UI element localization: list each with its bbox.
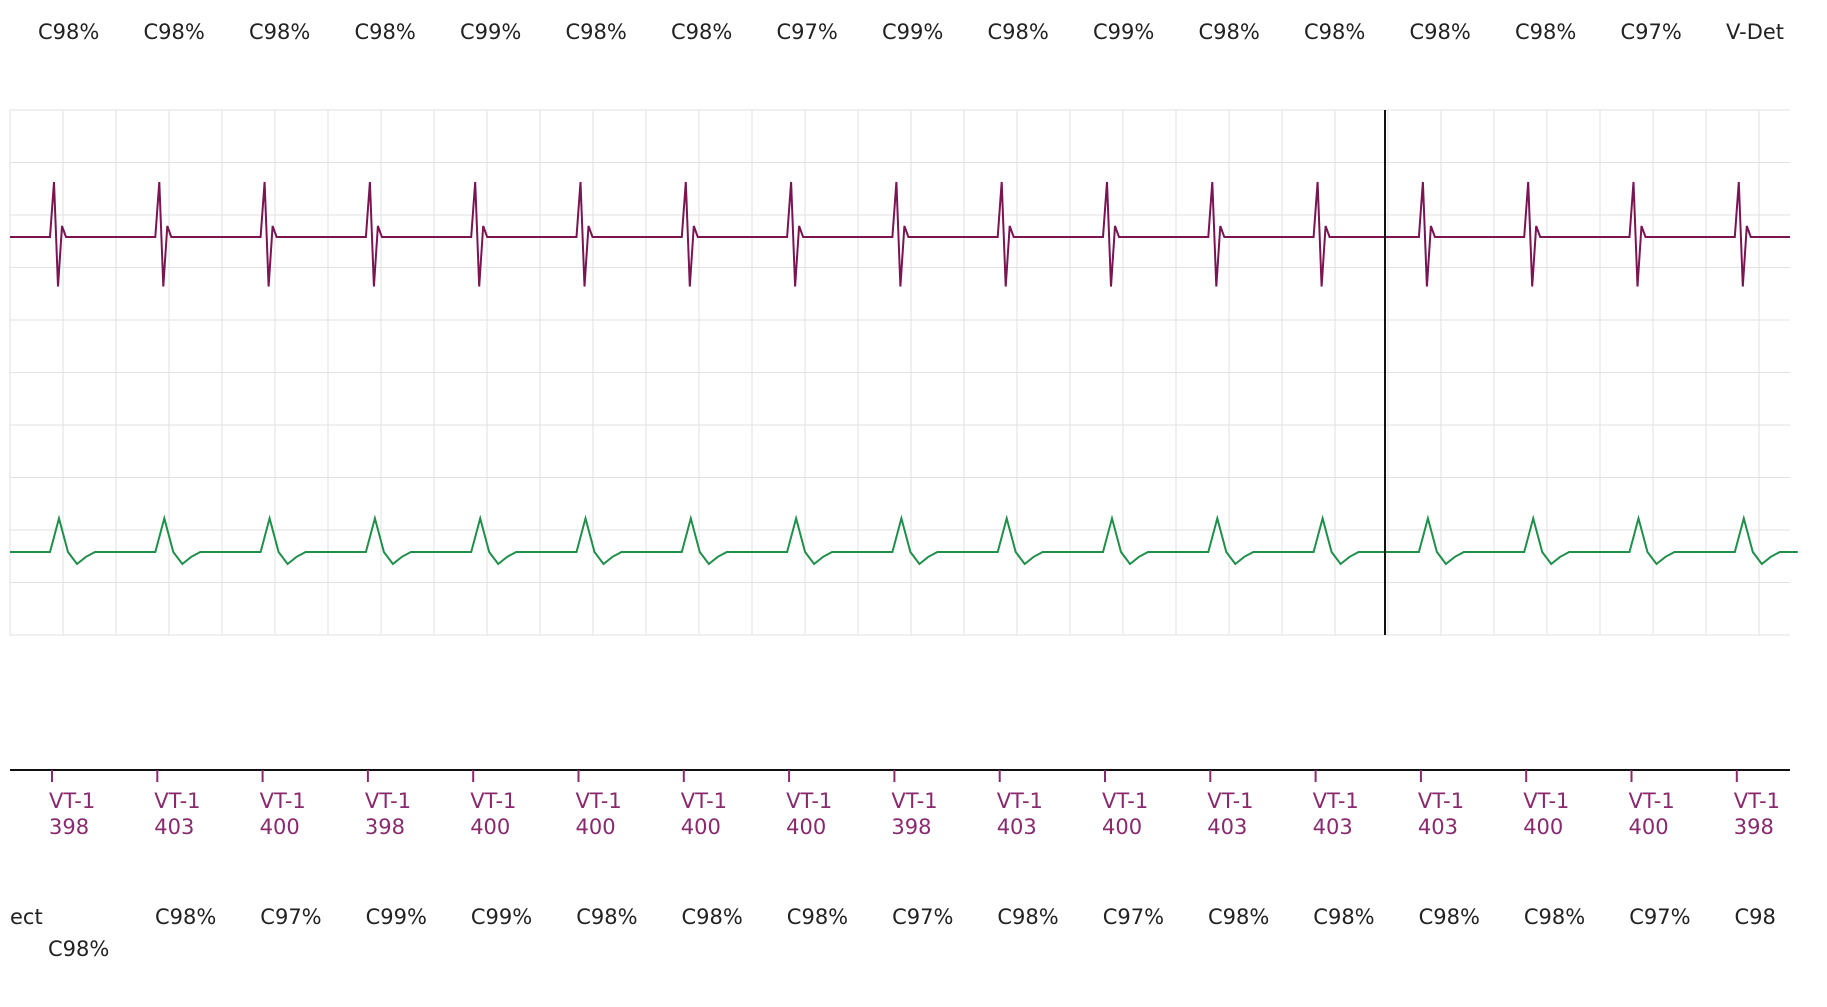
beat-interval-label: 403 [1207,815,1247,839]
lead-1-trace [10,181,1790,287]
top-annotation-label: C97% [1621,20,1682,44]
beat-interval-label: 400 [681,815,721,839]
top-annotation-label: C98% [1515,20,1576,44]
top-annotation-label: C98% [566,20,627,44]
bottom-annotation-label: C98% [997,905,1058,929]
beat-marker-label: VT-1 [1102,789,1148,813]
bottom-annotation-label: C99% [471,905,532,929]
marker-channel: VT-1398VT-1403VT-1400VT-1398VT-1400VT-14… [49,770,1780,839]
beat-interval-label: 403 [1418,815,1458,839]
beat-marker-label: VT-1 [1207,789,1253,813]
bottom-annotation-label: C98% [576,905,637,929]
bottom-annotation-label: C98% [682,905,743,929]
top-annotation-label: C98% [1410,20,1471,44]
ecg-traces [10,181,1798,566]
beat-interval-label: 400 [1523,815,1563,839]
beat-marker-label: VT-1 [49,789,95,813]
beat-marker-label: VT-1 [154,789,200,813]
bottom-annotation-label: C98% [1208,905,1269,929]
top-annotation-label: C98% [355,20,416,44]
bottom-annotation-label: C98% [787,905,848,929]
bottom-annotation-label: ect [10,905,43,929]
bottom-annotation-label: C97% [1103,905,1164,929]
top-annotation-label: C98% [144,20,205,44]
beat-interval-label: 400 [260,815,300,839]
bottom-annotation-label: C97% [1629,905,1690,929]
beat-marker-label: VT-1 [470,789,516,813]
top-annotation-label: V-Det [1726,20,1784,44]
beat-marker-label: VT-1 [1734,789,1780,813]
bottom-annotation-label: C97% [892,905,953,929]
beat-interval-label: 403 [154,815,194,839]
beat-marker-label: VT-1 [365,789,411,813]
ecg-grid [9,109,1790,636]
beat-marker-label: VT-1 [1523,789,1569,813]
beat-interval-label: 403 [997,815,1037,839]
top-annotation-label: C99% [1093,20,1154,44]
top-annotation-label: C98% [1199,20,1260,44]
beat-interval-label: 403 [1313,815,1353,839]
beat-marker-label: VT-1 [786,789,832,813]
bottom-annotation-label: C99% [366,905,427,929]
lead-2-trace [10,514,1798,566]
bottom-annotation-label: C98% [1419,905,1480,929]
beat-marker-label: VT-1 [891,789,937,813]
beat-marker-label: VT-1 [681,789,727,813]
bottom-annotation-label: C98% [1524,905,1585,929]
beat-interval-label: 398 [1734,815,1774,839]
beat-marker-label: VT-1 [1629,789,1675,813]
beat-marker-label: VT-1 [1313,789,1359,813]
top-annotation-label: C98% [38,20,99,44]
top-annotation-label: C98% [988,20,1049,44]
beat-interval-label: 398 [891,815,931,839]
beat-interval-label: 400 [786,815,826,839]
beat-marker-label: VT-1 [1418,789,1464,813]
beat-interval-label: 400 [1102,815,1142,839]
beat-interval-label: 400 [470,815,510,839]
top-annotation-row: C98% C98% C98% C98% C99% C98% C98% C97% C99% C98%… [38,20,1784,44]
beat-interval-label: 398 [49,815,89,839]
beat-marker-label: VT-1 [260,789,306,813]
top-annotation-label: C99% [882,20,943,44]
top-annotation-label: C99% [460,20,521,44]
beat-marker-label: VT-1 [997,789,1043,813]
beat-marker-label: VT-1 [576,789,622,813]
beat-interval-label: 398 [365,815,405,839]
top-annotation-label: C98% [249,20,310,44]
beat-interval-label: 400 [1629,815,1669,839]
top-annotation-label: C98% [1304,20,1365,44]
top-annotation-label: C98% [671,20,732,44]
bottom-annotation-label: C98% [155,905,216,929]
bottom-annotation-label: C98 [1735,905,1776,929]
bottom-annotation-label: C98% [48,937,109,961]
beat-interval-label: 400 [576,815,616,839]
bottom-annotation-label: C98% [1313,905,1374,929]
top-annotation-label: C97% [777,20,838,44]
bottom-annotation-label: C97% [260,905,321,929]
